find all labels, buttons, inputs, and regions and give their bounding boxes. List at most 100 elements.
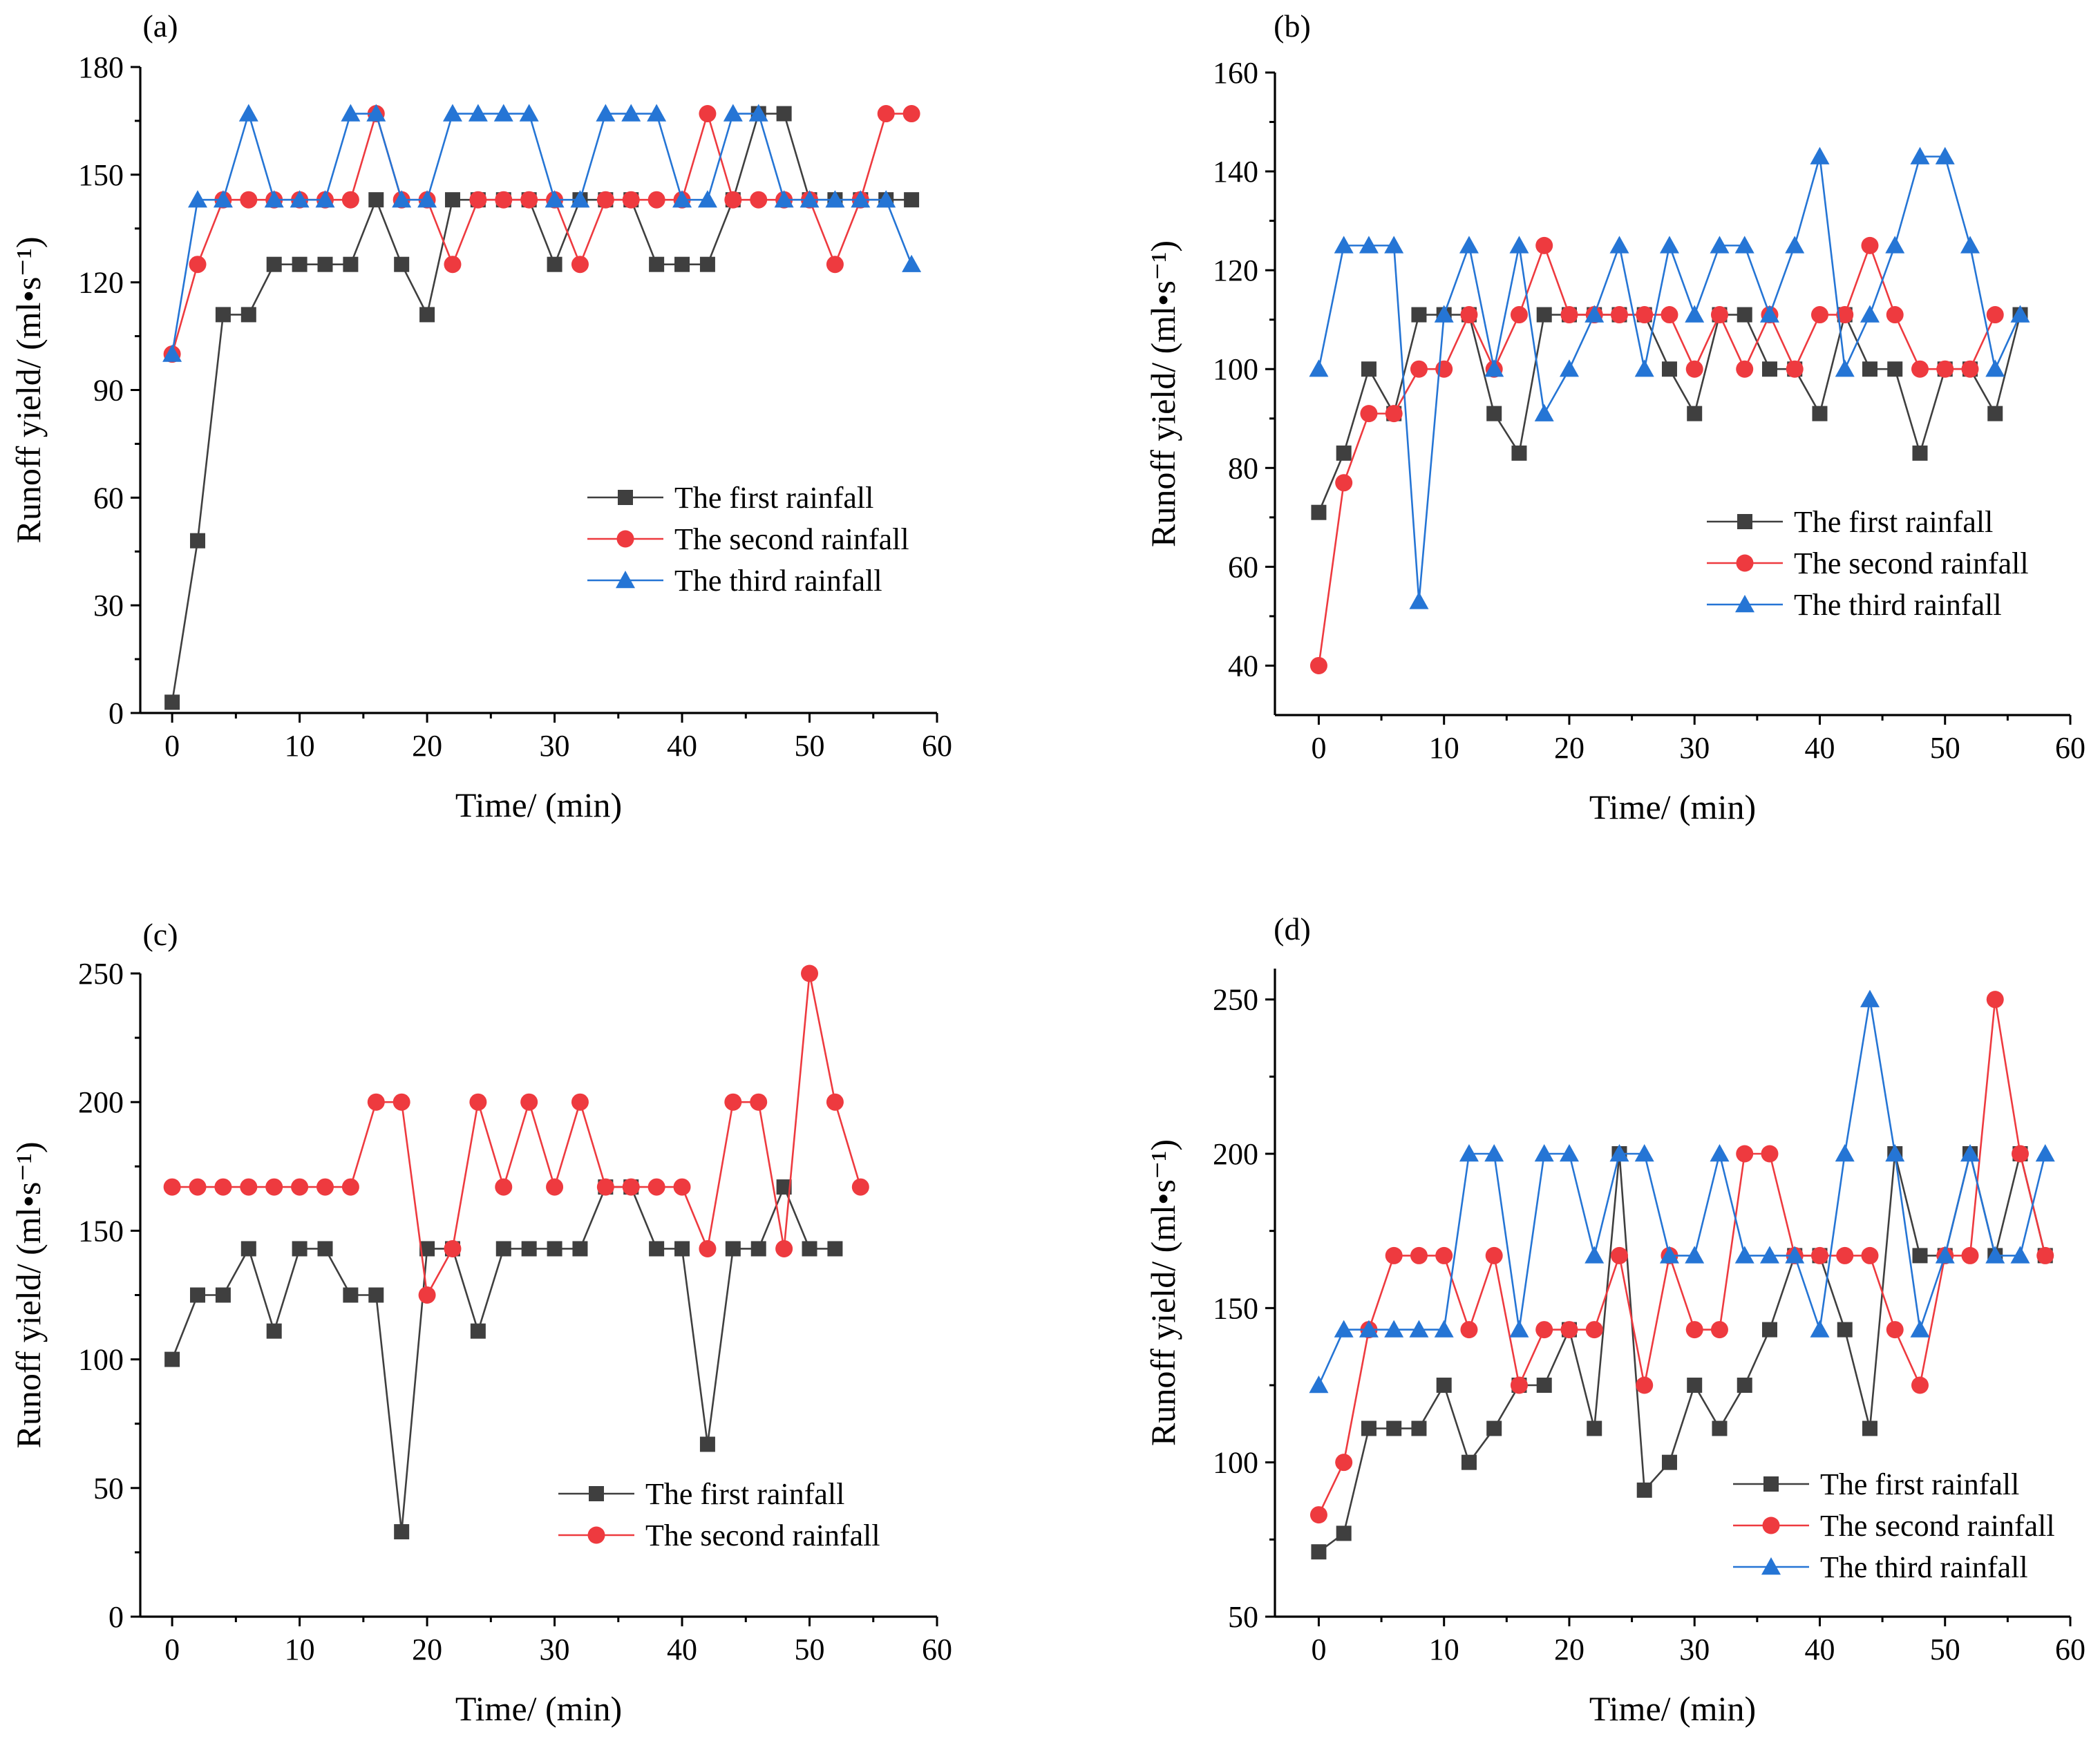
x-tick-label: 60 — [2055, 731, 2085, 765]
data-point — [1384, 236, 1404, 254]
data-point — [1609, 236, 1629, 254]
data-point — [2036, 1246, 2054, 1264]
y-tick-label: 100 — [1213, 1446, 1258, 1480]
data-point — [545, 190, 565, 208]
data-point — [469, 1093, 487, 1111]
data-point — [775, 1239, 793, 1257]
data-point — [647, 104, 667, 122]
data-point — [699, 105, 717, 123]
data-point — [1836, 306, 1854, 324]
data-point — [1861, 236, 1879, 254]
data-point — [1886, 306, 1904, 324]
series-3 — [162, 104, 922, 362]
series-3 — [1309, 146, 2030, 609]
data-point — [546, 1178, 564, 1196]
x-tick-label: 0 — [164, 1633, 180, 1666]
data-point — [1509, 236, 1529, 254]
legend-label: The second rainfall — [1820, 1509, 2055, 1543]
data-point — [826, 256, 844, 274]
data-point — [1636, 306, 1654, 324]
legend-label: The first rainfall — [645, 1477, 844, 1511]
data-point — [800, 190, 820, 208]
data-point — [774, 190, 794, 208]
data-point — [1910, 146, 1930, 164]
data-point — [1736, 1145, 1754, 1163]
data-point — [1885, 236, 1905, 254]
data-point — [444, 192, 460, 208]
data-point — [1361, 1420, 1377, 1436]
data-point — [723, 104, 743, 122]
data-point — [1960, 1144, 1980, 1162]
data-point — [521, 1241, 537, 1257]
data-point — [1309, 1376, 1329, 1394]
legend: The first rainfall The second rainfall The… — [1707, 505, 2029, 622]
legend-marker — [1763, 1476, 1779, 1492]
legend-marker — [587, 1526, 605, 1544]
data-point — [1661, 361, 1677, 377]
data-point — [1434, 1320, 1454, 1338]
data-point — [725, 1241, 741, 1257]
data-point — [621, 104, 641, 122]
x-tick-label: 20 — [412, 1633, 442, 1666]
data-point — [1960, 236, 1980, 254]
data-point — [290, 190, 310, 208]
data-point — [1687, 406, 1703, 421]
data-point — [647, 1178, 665, 1196]
series-line — [1318, 999, 2047, 1516]
data-point — [1335, 474, 1353, 492]
data-point — [596, 104, 616, 122]
data-point — [572, 1241, 588, 1257]
data-point — [1609, 1144, 1629, 1162]
data-point — [1661, 1454, 1677, 1470]
y-tick-label: 180 — [78, 50, 124, 84]
data-point — [1459, 1144, 1479, 1162]
data-point — [418, 1286, 436, 1304]
data-point — [1986, 306, 2004, 324]
panel-d: 0 10 20 30 40 50 60 50 100 150 200 250 Time/ (min) Ru… — [1144, 911, 2085, 1728]
data-point — [444, 1239, 462, 1257]
data-point — [495, 1241, 511, 1257]
data-point — [1885, 1144, 1905, 1162]
data-point — [1436, 1378, 1452, 1393]
data-point — [801, 964, 819, 982]
data-point — [1785, 1246, 1805, 1264]
data-point — [748, 104, 768, 122]
y-tick-label: 200 — [1213, 1137, 1258, 1171]
x-tick-label: 0 — [164, 729, 180, 763]
series-2 — [1309, 991, 2054, 1524]
x-tick-label: 60 — [922, 1633, 952, 1666]
data-point — [673, 1178, 691, 1196]
data-point — [699, 1239, 717, 1257]
data-point — [1585, 1321, 1603, 1339]
panel-label: (c) — [142, 917, 178, 952]
y-tick-label: 120 — [1213, 254, 1258, 287]
data-point — [1460, 1321, 1478, 1339]
legend: The first rainfall The second rainfall — [558, 1477, 880, 1552]
data-point — [469, 191, 487, 209]
data-point — [1636, 1482, 1652, 1498]
data-point — [495, 1178, 513, 1196]
data-point — [1510, 306, 1528, 324]
data-point — [697, 190, 717, 208]
data-point — [1862, 1420, 1877, 1436]
x-tick-label: 0 — [1311, 731, 1326, 765]
legend-label: The first rainfall — [1820, 1467, 2019, 1501]
data-point — [876, 190, 896, 208]
panel-b: 0 10 20 30 40 50 60 40 60 80 100 120 140 160 Time/ (mi… — [1144, 8, 2085, 826]
x-tick-label: 20 — [412, 729, 442, 763]
legend-label: The third rainfall — [1794, 588, 2002, 622]
data-point — [291, 1178, 309, 1196]
x-tick-label: 20 — [1554, 731, 1585, 765]
data-point — [1359, 1320, 1379, 1338]
data-point — [877, 105, 895, 123]
x-tick-label: 40 — [667, 1633, 697, 1666]
panel-label: (b) — [1274, 8, 1311, 44]
data-point — [1837, 1322, 1853, 1338]
data-point — [1486, 1420, 1502, 1436]
y-tick-label: 200 — [78, 1085, 124, 1119]
y-tick-label: 50 — [93, 1472, 124, 1505]
data-point — [1535, 1321, 1553, 1339]
data-point — [162, 344, 182, 362]
data-point — [1410, 360, 1428, 378]
panel-label: (a) — [142, 8, 178, 44]
